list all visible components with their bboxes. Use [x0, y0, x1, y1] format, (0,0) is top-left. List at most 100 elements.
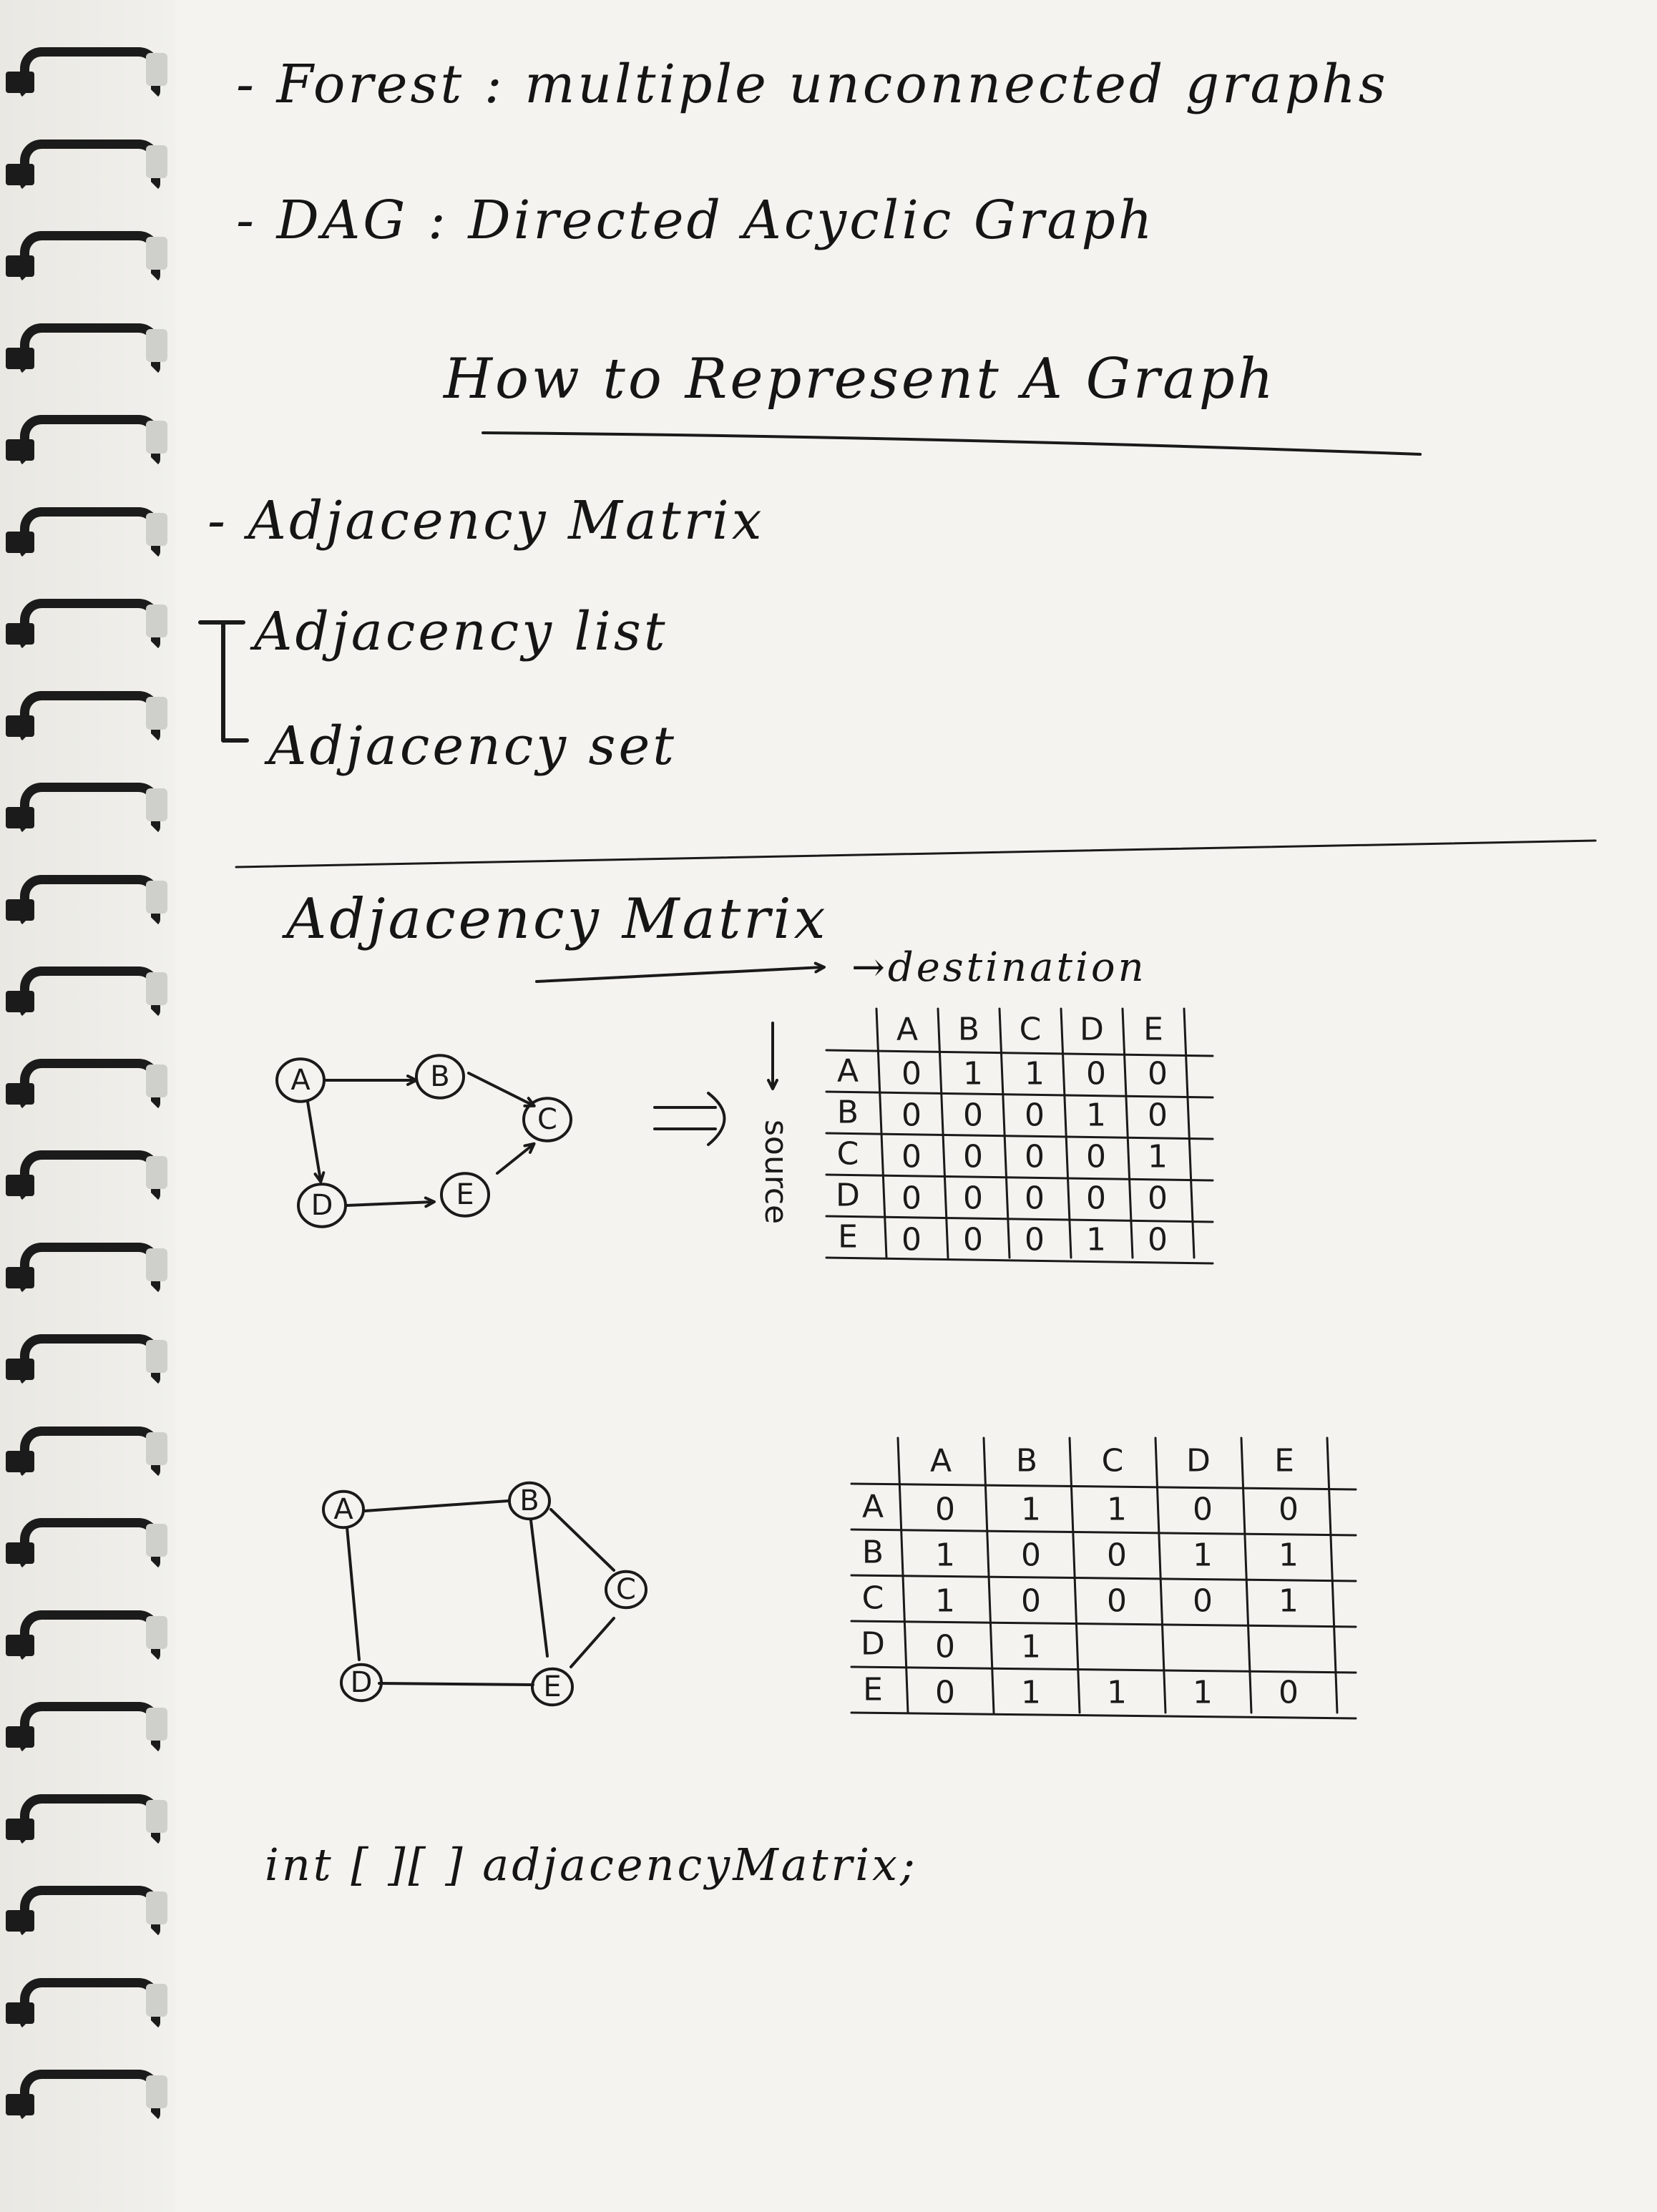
node-circle [531, 1667, 574, 1707]
edge-c-e [378, 1682, 534, 1686]
matrix-row-label: E [838, 1219, 858, 1256]
binding-ring [6, 1054, 175, 1110]
node-label: B [519, 1484, 539, 1517]
node-label: A [290, 1064, 311, 1097]
edge-b-e [529, 1519, 549, 1658]
node-label: C [616, 1573, 636, 1606]
matrix-row-line [850, 1665, 1357, 1674]
matrix-cell: 1 [1193, 1537, 1213, 1574]
matrix-cell: 0 [963, 1180, 983, 1217]
node-label: D [311, 1189, 333, 1222]
matrix-cell: 0 [935, 1629, 955, 1665]
matrix-cell: 0 [1107, 1537, 1127, 1574]
ring-hole [146, 788, 167, 821]
code-declaration: int [ ][ ] adjacencyMatrix; [265, 1839, 918, 1891]
matrix-row-line [825, 1256, 1214, 1265]
matrix-column-header: D [1186, 1443, 1211, 1479]
matrix-column-line [1326, 1437, 1339, 1714]
graph-node: A [275, 1057, 326, 1103]
forest-note: - Forest : multiple unconnected graphs [236, 54, 1389, 115]
matrix-column-header: E [1274, 1443, 1294, 1479]
graph-node: C [605, 1570, 647, 1610]
matrix-column-line [875, 1007, 888, 1259]
ring-hole [146, 1892, 167, 1924]
graph-node: E [531, 1667, 574, 1707]
ring-hole [146, 1432, 167, 1465]
node-circle [340, 1663, 383, 1703]
matrix-column-line [1183, 1007, 1196, 1259]
ring-hole [146, 1248, 167, 1281]
node-circle [275, 1057, 326, 1103]
node-label: E [543, 1670, 561, 1703]
edge-b-d [549, 1508, 615, 1572]
undirected-adjacency-matrix: A B C D EA 0 1 1 0 0B 1 0 0 1 1C 1 0 0 0 1D 0 1E 0 1 1 1 0 [850, 1437, 1357, 1720]
matrix-column-header: A [896, 1012, 918, 1048]
edge-e-d [496, 1142, 536, 1175]
matrix-cell: 0 [1025, 1180, 1045, 1217]
ring-hole [146, 1615, 167, 1649]
matrix-cell: 1 [1021, 1492, 1041, 1528]
matrix-cell: 1 [1086, 1222, 1106, 1258]
matrix-row-line [825, 1173, 1214, 1182]
title-underline-arrow [535, 961, 826, 983]
directed-adjacency-matrix: A B C D EA 0 1 1 0 0B 0 0 0 1 0C 0 0 0 0 1D 0 0 0 0 0E 0 0 0 1 0 [825, 1007, 1214, 1265]
graph-node: D [297, 1183, 347, 1228]
source-label: source [758, 1120, 794, 1224]
matrix-row-label: C [837, 1136, 859, 1173]
source-label-text: source [758, 1120, 794, 1224]
ring-hole [146, 421, 167, 454]
matrix-cell: 0 [963, 1222, 983, 1258]
matrix-column-header: C [1020, 1012, 1042, 1048]
binding-ring [6, 962, 175, 1018]
node-circle [440, 1172, 490, 1218]
edge-b-d [467, 1072, 536, 1107]
undirected-graph: A B C D E [322, 1481, 647, 1707]
list-item-adjacency-set: Adjacency set [268, 715, 678, 777]
matrix-row-label: C [862, 1580, 884, 1617]
matrix-row-line [825, 1090, 1214, 1099]
graph-node: B [415, 1054, 465, 1100]
matrix-cell: 0 [963, 1097, 983, 1134]
matrix-column-line [1068, 1437, 1081, 1714]
ring-hole [146, 1064, 167, 1097]
matrix-cell: 1 [1086, 1097, 1106, 1134]
ring-hole [146, 1340, 167, 1373]
ring-hole [146, 605, 167, 637]
binding-ring [6, 411, 175, 466]
matrix-row-line [850, 1482, 1357, 1491]
matrix-cell: 0 [901, 1097, 922, 1134]
matrix-cell: 0 [1086, 1056, 1106, 1092]
node-circle [415, 1054, 465, 1100]
matrix-cell: 1 [1107, 1675, 1127, 1711]
node-label: C [537, 1103, 557, 1136]
matrix-row-label: B [862, 1535, 884, 1571]
matrix-row-label: E [863, 1672, 883, 1708]
ring-hole [146, 512, 167, 546]
ring-hole [146, 328, 167, 362]
matrix-row-label: A [862, 1489, 884, 1525]
ring-hole [146, 696, 167, 730]
binding-ring [6, 1514, 175, 1570]
matrix-row-line [850, 1711, 1357, 1720]
matrix-cell: 0 [1148, 1222, 1168, 1258]
section-heading: How to Represent A Graph [444, 347, 1276, 411]
binding-ring [6, 871, 175, 926]
matrix-cell: 0 [901, 1056, 922, 1092]
matrix-cell: 0 [1279, 1492, 1299, 1528]
edge-a-b [363, 1499, 509, 1512]
ring-hole [146, 145, 167, 178]
list-item-adjacency-matrix: - Adjacency Matrix [207, 490, 765, 552]
matrix-cell: 0 [935, 1492, 955, 1528]
node-circle [297, 1183, 347, 1228]
graph-node: D [340, 1663, 383, 1703]
matrix-cell: 0 [1021, 1583, 1041, 1620]
node-circle [605, 1570, 647, 1610]
binding-ring [6, 1881, 175, 1937]
ring-hole [146, 880, 167, 914]
ring-hole [146, 1156, 167, 1189]
ring-hole [146, 1799, 167, 1833]
binding-ring [6, 1330, 175, 1386]
matrix-cell: 0 [1148, 1056, 1168, 1092]
matrix-cell: 1 [1279, 1537, 1299, 1574]
